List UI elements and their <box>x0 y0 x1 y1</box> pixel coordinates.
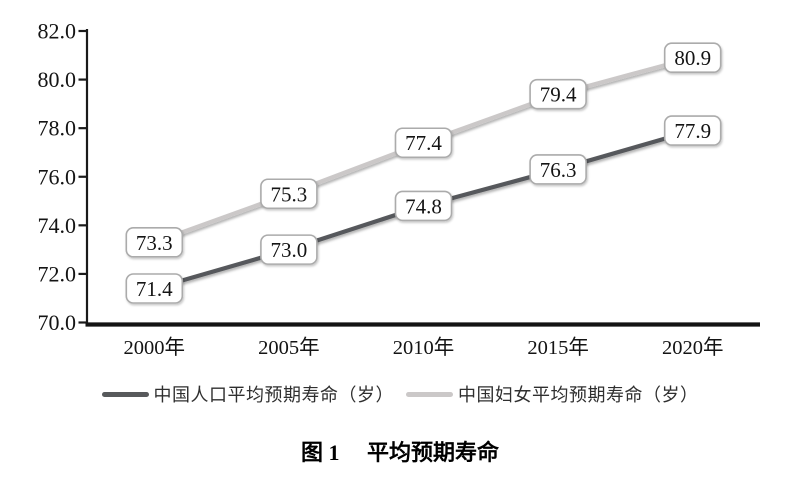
figure-caption: 图 1 平均预期寿命 <box>0 435 800 467</box>
y-axis-tick-label: 80.0 <box>38 67 77 92</box>
legend-item-women: 中国妇女平均预期寿命（岁） <box>406 381 699 407</box>
y-axis-tick-label: 70.0 <box>38 310 77 335</box>
svg-text:75.3: 75.3 <box>271 182 308 206</box>
data-label-series-0: 73.0 <box>260 234 318 265</box>
data-label-series-1: 73.3 <box>125 227 184 258</box>
x-axis-tick-label: 2005年 <box>258 336 320 359</box>
data-label-series-0: 76.3 <box>529 154 587 185</box>
y-axis-tick-label: 74.0 <box>38 213 77 238</box>
svg-text:71.4: 71.4 <box>136 277 173 301</box>
data-label-series-1: 75.3 <box>260 178 318 210</box>
x-axis-tick-label: 2020年 <box>662 336 724 359</box>
x-axis-tick-label: 2015年 <box>527 336 589 359</box>
svg-text:77.9: 77.9 <box>674 119 711 143</box>
legend-item-population: 中国人口平均预期寿命（岁） <box>101 381 395 407</box>
svg-text:73.3: 73.3 <box>136 231 173 255</box>
data-label-series-0: 74.8 <box>394 190 453 222</box>
svg-text:80.9: 80.9 <box>674 46 711 70</box>
chart-legend: 中国人口平均预期寿命（岁） 中国妇女平均预期寿命（岁） <box>0 381 800 407</box>
figure-caption-title: 平均预期寿命 <box>367 440 500 465</box>
figure: 70.0 72.0 74.0 76.0 78.0 80.0 82.0 2000年 2005年 20… <box>0 19 800 467</box>
legend-label-women: 中国妇女平均预期寿命（岁） <box>458 385 699 405</box>
data-label-series-0: 71.4 <box>125 273 184 304</box>
legend-line-swatch-women <box>406 391 453 397</box>
svg-text:73.0: 73.0 <box>271 238 308 262</box>
chart-canvas: 70.0 72.0 74.0 76.0 78.0 80.0 82.0 2000年 2005年 20… <box>38 19 760 359</box>
legend-line-swatch-population <box>101 391 149 397</box>
data-label-series-0: 77.9 <box>663 115 722 146</box>
x-axis-tick-label: 2010年 <box>393 336 455 359</box>
figure-caption-label: 图 1 <box>300 440 340 465</box>
x-axis-tick-label: 2000年 <box>124 336 186 359</box>
data-label-series-1: 79.4 <box>529 78 587 110</box>
svg-text:74.8: 74.8 <box>405 194 442 218</box>
y-axis-tick-label: 72.0 <box>38 261 77 286</box>
svg-text:77.4: 77.4 <box>405 131 442 155</box>
y-axis-tick-label: 76.0 <box>38 164 77 189</box>
data-label-series-1: 77.4 <box>394 127 453 159</box>
data-label-series-1: 80.9 <box>663 42 722 74</box>
svg-text:79.4: 79.4 <box>540 83 577 107</box>
y-axis-tick-label: 82.0 <box>38 19 77 44</box>
svg-text:76.3: 76.3 <box>540 158 577 182</box>
y-axis-tick-label: 78.0 <box>38 116 77 141</box>
legend-label-population: 中国人口平均预期寿命（岁） <box>153 385 394 405</box>
